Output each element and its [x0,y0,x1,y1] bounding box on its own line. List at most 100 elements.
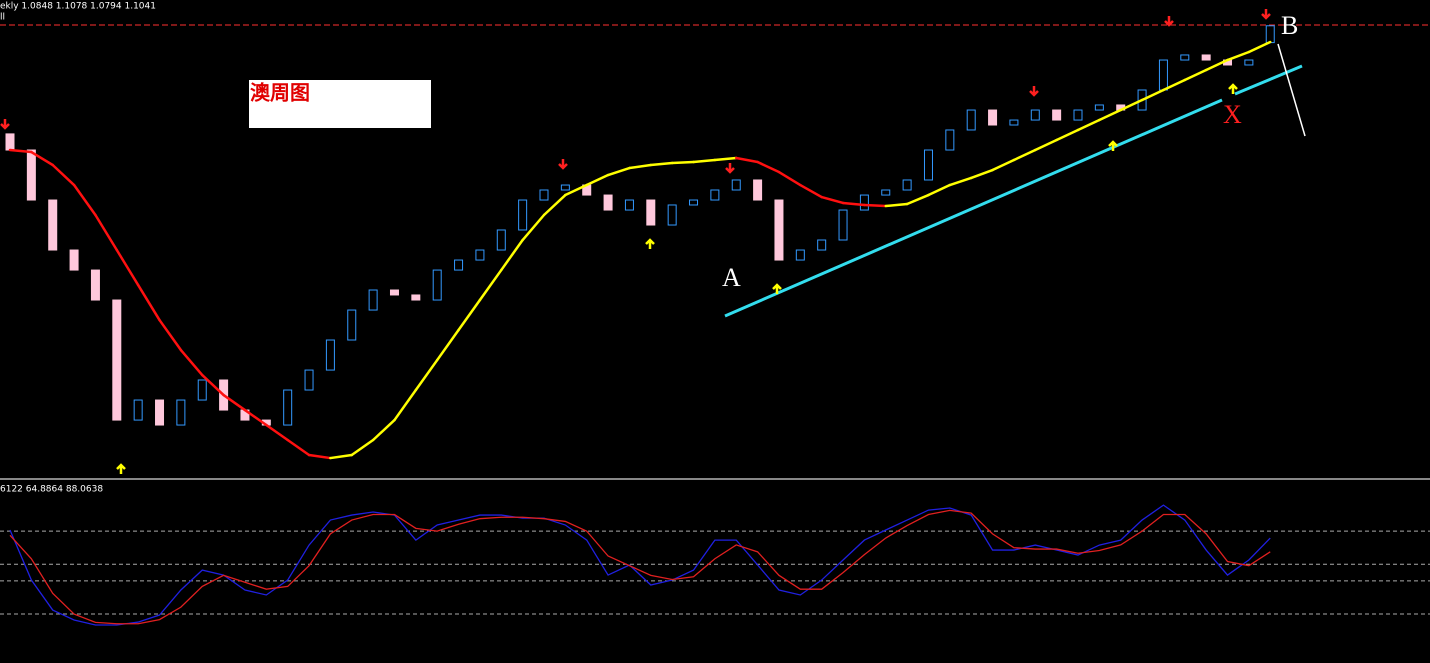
candle-body [518,199,528,231]
candle-body [411,294,421,301]
moving-average [72,183,97,217]
moving-average [863,203,888,208]
moving-average [670,160,695,165]
moving-average [115,248,140,287]
candle-body [1180,54,1190,61]
moving-average [1226,50,1251,62]
moving-average [51,163,76,187]
moving-average [756,160,781,174]
moving-average [692,158,717,164]
moving-average [30,150,54,167]
sell-arrow [1261,9,1271,20]
candle-body [710,189,720,201]
sell-arrow [725,163,735,174]
candle-body [795,249,805,261]
candle-body [731,179,741,191]
signal-arrows [0,9,1271,474]
candle-body [1009,119,1019,126]
candle-body [496,229,506,251]
oscillator-line [9,504,1271,626]
candle-body [454,259,464,271]
candle-body [1073,109,1083,121]
moving-average [329,453,354,460]
moving-average [542,193,567,217]
moving-average [1012,148,1037,162]
moving-average [200,373,225,397]
sell-arrow [0,119,10,130]
moving-average [307,453,332,460]
annotation: X [1223,100,1242,129]
chart-label: 澳周图 [250,81,310,105]
moving-average [8,148,33,154]
moving-average [1055,128,1080,142]
candle-body [69,249,79,271]
candle-body [560,184,570,191]
candle-body [133,399,143,421]
candle-body [90,269,100,301]
moving-average [94,213,119,252]
candle-body [838,209,848,241]
candle-body [817,239,827,251]
moving-average [1183,68,1208,82]
candle-body [5,133,15,151]
candle-body [389,289,399,296]
indicator-info: 6122 64.8864 88.0638 [0,485,103,495]
candle-body [432,269,442,301]
moving-average [628,163,653,170]
projection-line [1277,43,1306,137]
moving-average [286,438,311,457]
moving-average [1140,88,1165,102]
moving-average [948,176,973,187]
moving-average [841,201,866,207]
candle-body [155,399,165,426]
candle-body [48,199,58,251]
moving-average [991,158,1016,172]
candle-body [624,199,634,211]
candle-body [197,379,207,401]
moving-average [1204,58,1229,72]
moving-average [969,168,994,180]
sell-arrow [558,159,568,170]
candle-body [667,204,677,226]
moving-average [564,183,588,197]
annotation: B [1281,11,1298,40]
moving-average [500,238,524,272]
moving-average [606,166,631,177]
candle-body [1201,54,1211,61]
moving-average [457,298,482,332]
moving-average [1076,118,1101,132]
moving-average [179,348,204,377]
label-box [249,80,431,128]
moving-average [734,156,759,164]
candle-body [603,194,613,211]
candle-body [1094,104,1104,111]
moving-average [265,423,289,442]
oscillator-line [9,509,1271,625]
candle-body [1244,59,1254,66]
moving-average [585,173,610,187]
candle-body [475,249,485,261]
candle-body [283,389,293,426]
moving-average [777,170,802,187]
candle-body [304,369,314,391]
moving-average [1119,98,1144,112]
moving-average [136,283,161,322]
candle-body [539,189,549,201]
candle-body [1052,109,1062,121]
moving-average [1162,78,1187,92]
moving-average [1098,108,1122,122]
moving-average [478,268,503,302]
buy-arrow [772,283,782,294]
moving-average [884,202,909,208]
candle-body [966,109,976,131]
moving-average [1034,138,1058,152]
moving-average [435,328,460,362]
candle-body [988,109,998,126]
candle-body [923,149,933,181]
candle-body [1265,25,1275,44]
candle-body [902,179,912,191]
moving-average [905,193,930,206]
candle-body [347,309,357,341]
candle-body [859,194,869,211]
